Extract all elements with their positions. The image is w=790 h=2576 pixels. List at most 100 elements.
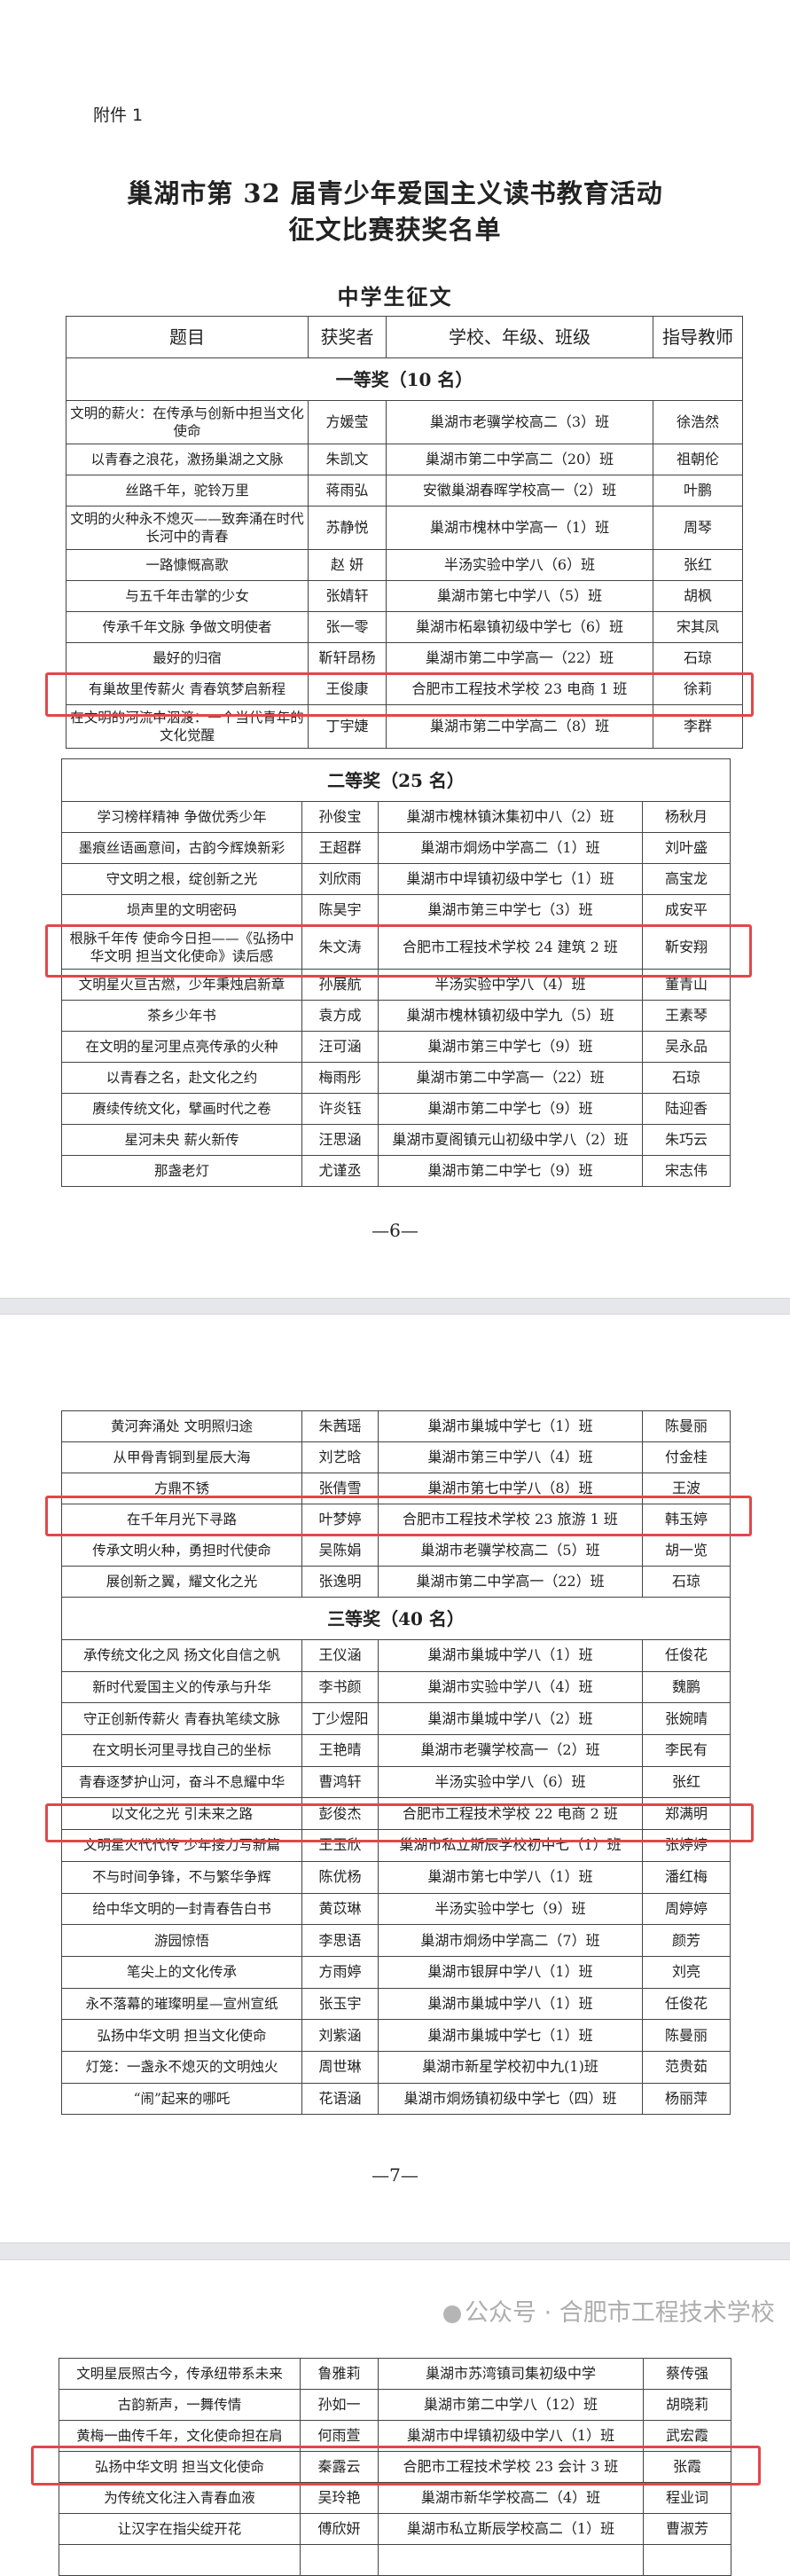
cell-winner: 秦露云 [300,2451,379,2483]
table-header-row: 题目 获奖者 学校、年级、班级 指导教师 [66,316,743,358]
page-number-6: —6— [372,1220,418,1241]
cell-title: 丝路千年，驼铃万里 [66,475,309,507]
cell-title: 最好的归宿 [66,642,309,674]
cell-school: 巢湖市中垾镇初级中学七（1）班 [378,863,643,895]
table-row: 文明星辰照古今，传承纽带系未来 鲁雅莉 巢湖市苏湾镇司集初级中学 蔡传强 [59,2358,731,2390]
table-row: 茶乡少年书 袁方成 巢湖市槐林镇初级中学九（5）班 王素琴 [61,1000,731,1032]
cell-title: 与五千年击掌的少女 [66,580,309,612]
table-row: 不与时间争锋，不与繁华争辉 陈优杨 巢湖市第七中学八（1）班 潘红梅 [61,1860,731,1894]
table-row: 文明的火种永不熄灭——致奔涌在时代长河中的青春 苏静悦 巢湖市槐林中学高一（1）班周… [66,506,743,550]
cell-winner: 张玉宇 [301,1987,379,2021]
page-separator [0,1298,790,1315]
table-row: 黄河奔涌处 文明照归途 朱茜瑶 巢湖市巢城中学七（1）班 陈曼丽 [61,1410,731,1442]
cell-winner: 王俊康 [308,673,387,705]
cell-winner: 周世琳 [301,2050,379,2084]
cell-winner: 王艳晴 [301,1734,379,1767]
table-row: 与五千年击掌的少女 张婧轩 巢湖市第七中学八（5）班 胡枫 [66,580,743,612]
prize-section-label: 一等奖（10 名） [66,357,743,401]
cell-teacher: 吴永品 [641,1031,731,1063]
cell-title: 在文明的河流中泅渡：一个当代青年的文化觉醒 [66,704,309,749]
document-title-line1: 巢湖市第 32 届青少年爱国主义读书教育活动 [127,178,663,208]
table-row: 以文化之光 引未来之路 彭俊杰 合肥市工程技术学校 22 电商 2 班郑满明 [61,1797,731,1831]
cell-teacher: 郑满明 [642,1797,731,1831]
cell-title: 弘扬中华文明 担当文化使命 [59,2451,301,2483]
table-row: 游园惊悟 李思语 巢湖市烔炀中学高二（7）班 颜芳 [61,1924,731,1957]
table-row: 在千年月光下寻路 叶梦婷 合肥市工程技术学校 23 旅游 1 班韩玉婷 [61,1504,731,1535]
cell-title: 游园惊悟 [61,1924,302,1957]
cell-teacher: 石琼 [653,642,743,674]
table-row: 以青春之浪花，激扬巢湖之文脉 朱凯文 巢湖市第二中学高二（20）班 祖朝伦 [66,444,743,475]
cell-title: 古韵新声，一舞传情 [59,2389,301,2421]
table-row: 传承文明火种，勇担时代使命 吴陈娟 巢湖市老骥学校高二（5）班 胡一览 [61,1535,731,1567]
cell-school: 巢湖市第三中学七（3）班 [378,894,643,926]
cell-title: 展创新之翼，耀文化之光 [61,1566,302,1598]
cell-winner: 孙如一 [300,2389,379,2421]
cell-title: 墨痕丝语画意间，古韵今辉焕新彩 [61,832,302,864]
cell-teacher: 宋志伟 [641,1155,731,1187]
cell-winner: 梅雨彤 [301,1062,379,1094]
cell-teacher: 李群 [653,704,743,749]
awards-table-page7: 黄河奔涌处 文明照归途 朱茜瑶 巢湖市巢城中学七（1）班 陈曼丽 从甲骨青铜到星辰大海刘… [61,1410,731,2116]
cell-winner: 朱凯文 [308,444,387,475]
cell-school: 巢湖市老骥学校高一（2）班 [378,1734,643,1767]
cell-winner: 蒋雨弘 [308,475,387,507]
cell-title: “闹”起来的哪吒 [61,2082,302,2116]
cell-title: 文明星辰照古今，传承纽带系未来 [59,2358,301,2390]
highlight-box [45,924,752,978]
cell-school: 半汤实验中学八（6）班 [386,549,653,581]
cell-school: 巢湖市巢城中学七（1）班 [378,2019,643,2052]
cell-winner: 叶梦婷 [301,1504,379,1535]
section-title: 中学生征文 [337,284,453,310]
table-row: 墨痕丝语画意间，古韵今辉焕新彩 王超群 巢湖市烔炀中学高二（1）班 刘叶盛 [61,832,731,864]
cell-winner: 丁宇婕 [308,704,387,749]
cell-teacher: 王素琴 [641,1000,731,1032]
prize-section-row: 三等奖（40 名） [61,1597,731,1640]
cell-teacher: 祖朝伦 [653,444,743,475]
cell-title: 弘扬中华文明 担当文化使命 [61,2019,302,2052]
cell-school: 巢湖市槐林镇初级中学九（5）班 [378,1000,643,1032]
cell-teacher: 张红 [653,549,743,581]
cell-teacher: 魏鹏 [642,1670,731,1704]
cell-teacher: 胡一览 [642,1535,731,1567]
table-row: 承传统文化之风 扬文化自信之帆 王仪涵 巢湖市巢城中学八（1）班 任俊花 [61,1639,731,1672]
cell-winner: 黄苡琳 [301,1892,379,1926]
cell-title: 赓续传统文化，擘画时代之卷 [61,1093,302,1125]
cell-school: 巢湖市巢城中学七（1）班 [378,1410,643,1442]
cell-title: 文明的薪火：在传承与创新中担当文化使命 [66,400,309,444]
cell-school: 巢湖市柘皋镇初级中学七（6）班 [386,611,653,643]
cell-winner: 李书颜 [301,1670,379,1704]
cell-winner: 张倩雪 [301,1473,379,1504]
column-header-teacher: 指导教师 [653,316,743,358]
cell-teacher: 高宝龙 [641,863,731,895]
cell-winner: 汪可涵 [301,1031,379,1063]
cell-winner: 许炎钰 [301,1093,379,1125]
cell-school: 巢湖市烔炀中学高二（7）班 [378,1924,643,1957]
cell-title: 那盏老灯 [61,1155,302,1187]
watermark: 公众号 · 合肥市工程技术学校 [443,2293,775,2328]
cell-school: 巢湖市老骥学校高二（3）班 [386,400,653,444]
cell-teacher: 张红 [642,1765,731,1799]
cell-title: 传承文明火种，勇担时代使命 [61,1535,302,1567]
cell-empty [59,2544,301,2576]
cell-title: 灯笼：一盏永不熄灭的文明烛火 [61,2050,302,2084]
cell-winner: 李思语 [301,1924,379,1957]
cell-school: 巢湖市第二中学高一（22）班 [386,642,653,674]
document-title-line2: 征文比赛获奖名单 [288,215,502,245]
cell-teacher: 石琼 [642,1566,731,1598]
cell-winner: 傅欣妍 [300,2513,379,2545]
cell-teacher: 靳安翔 [641,925,731,970]
cell-winner: 赵 妍 [308,549,387,581]
cell-teacher: 程业词 [643,2482,731,2514]
table-row: 方鼎不锈 张倩雪 巢湖市第七中学八（8）班 王波 [61,1473,731,1504]
cell-teacher: 颜芳 [642,1924,731,1957]
table-row: 传承千年文脉 争做文明使者 张一零 巢湖市柘皋镇初级中学七（6）班 宋其凤 [66,611,743,643]
cell-title: 黄河奔涌处 文明照归途 [61,1410,302,1442]
cell-title: 从甲骨青铜到星辰大海 [61,1441,302,1473]
table-row: 赓续传统文化，擘画时代之卷 许炎钰 巢湖市第二中学七（9）班 陆迎香 [61,1093,731,1125]
cell-title: 埙声里的文明密码 [61,894,302,926]
prize-section-row: 一等奖（10 名） [66,357,743,401]
watermark-text: 公众号 · 合肥市工程技术学校 [465,2299,775,2327]
table-row: 在文明的星河里点亮传承的火种 汪可涵 巢湖市第三中学七（9）班 吴永品 [61,1031,731,1063]
cell-winner: 方雨婷 [301,1955,379,1989]
cell-winner: 袁方成 [301,1000,379,1032]
